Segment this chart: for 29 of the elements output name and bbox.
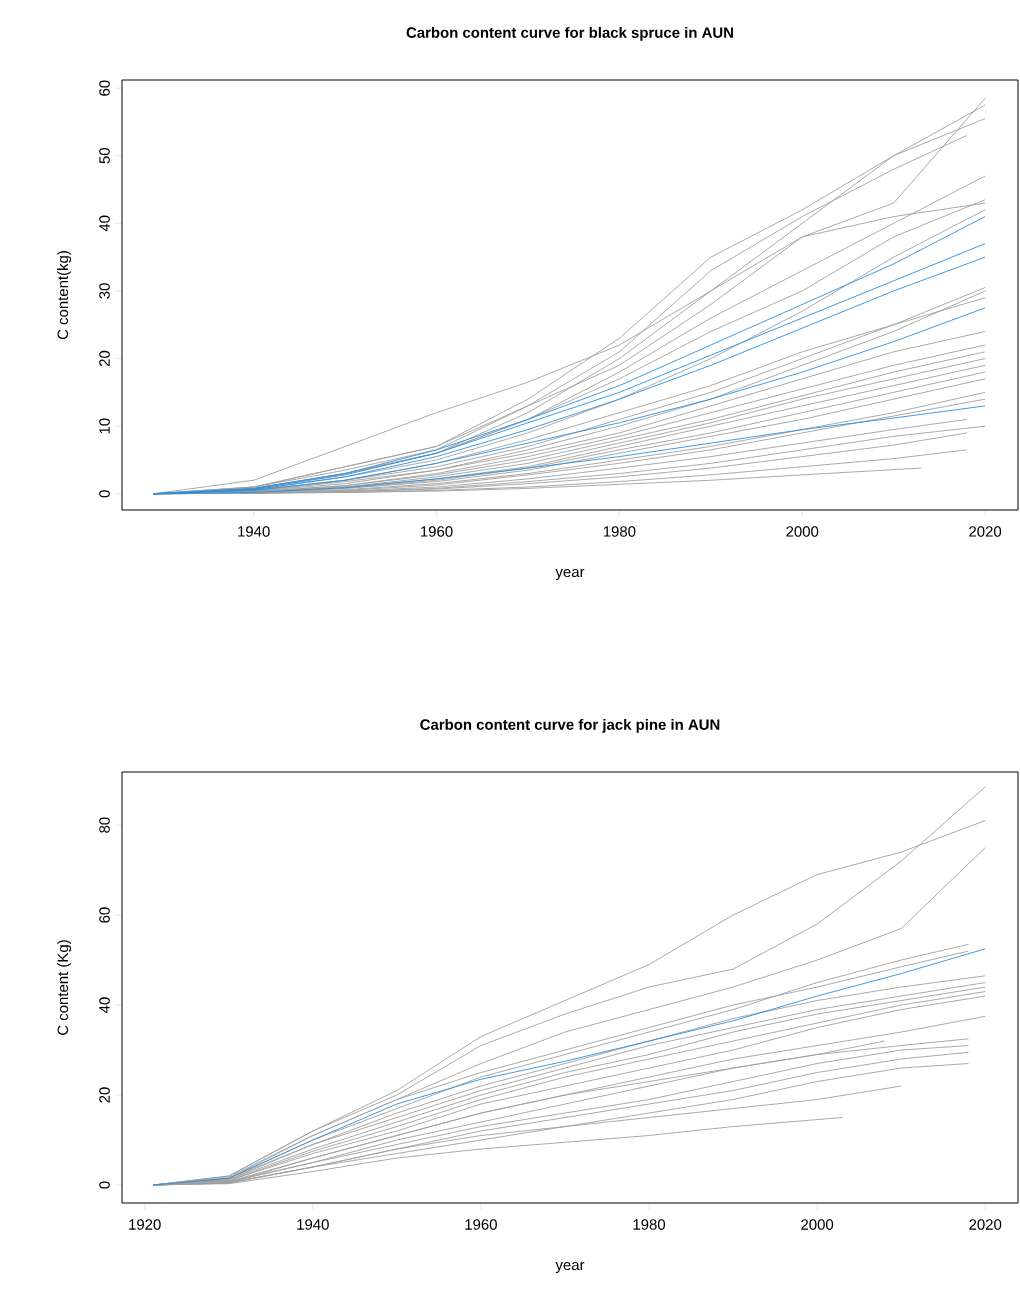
y-tick-label: 0 [99,1181,110,1189]
x-tick-label: 1960 [465,1219,497,1230]
y-tick-label: 30 [99,283,110,299]
y-tick-label: 50 [99,148,110,164]
x-tick-label: 2000 [801,1219,834,1230]
y-tick-label: 20 [99,350,110,367]
x-tick-label: 1940 [297,1219,329,1230]
x-tick-label: 1980 [603,526,636,537]
x-axis-title: year [555,1261,585,1274]
y-axis-title: C content(kg) [57,251,72,340]
y-tick-label: 60 [99,80,110,96]
y-tick-label: 80 [99,817,110,833]
y-axis-title: C content (Kg) [57,940,72,1035]
x-tick-label: 2000 [786,526,819,537]
x-tick-label: 2020 [969,526,1002,537]
y-tick-label: 60 [99,907,110,923]
y-tick-label: 20 [99,1087,110,1103]
y-tick-label: 10 [99,418,110,434]
y-tick-label: 0 [99,490,110,498]
x-axis-title: year [555,568,585,581]
y-tick-label: 40 [99,997,110,1014]
chart-title: Carbon content curve for jack pine in AUN [420,718,720,733]
x-tick-label: 1960 [421,526,453,537]
x-tick-label: 1940 [238,526,270,537]
y-tick-label: 40 [99,215,110,232]
x-tick-label: 2020 [969,1219,1002,1230]
x-tick-label: 1980 [633,1219,666,1230]
chart-title: Carbon content curve for black spruce in AUN [406,26,733,41]
x-tick-label: 1920 [129,1219,161,1230]
